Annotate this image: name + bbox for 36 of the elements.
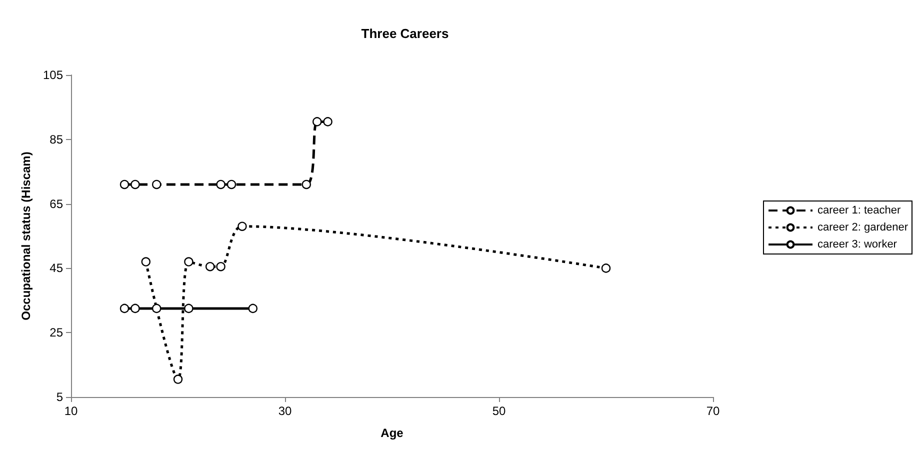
chart-title: Three Careers xyxy=(361,26,449,41)
point xyxy=(130,304,140,314)
y-tick-label: 5 xyxy=(56,390,64,404)
y-tick-label: 105 xyxy=(42,68,64,82)
point xyxy=(130,180,140,190)
point xyxy=(238,222,247,231)
point xyxy=(216,180,226,190)
y-tick-label: 45 xyxy=(50,261,64,276)
point xyxy=(206,262,215,272)
x-axis-title: Age xyxy=(380,426,404,440)
y-tick-label: 85 xyxy=(50,132,64,146)
x-tick-label: 10 xyxy=(64,404,78,418)
point xyxy=(601,264,611,273)
x-tick-label: 30 xyxy=(278,404,292,418)
point xyxy=(152,180,162,190)
x-tick-label: 50 xyxy=(492,404,506,418)
point xyxy=(226,180,236,190)
point xyxy=(302,180,311,190)
legend-label: career 2: gardener xyxy=(818,222,908,234)
point xyxy=(323,117,332,126)
point xyxy=(216,262,226,272)
point xyxy=(173,374,183,384)
legend-label: career 1: teacher xyxy=(818,204,901,216)
x-tick-label: 70 xyxy=(706,404,720,418)
point xyxy=(184,257,194,266)
y-tick-label: 65 xyxy=(50,196,64,211)
point xyxy=(152,304,162,314)
y-tick-label: 25 xyxy=(50,326,64,340)
legend-label: career 3: worker xyxy=(818,238,898,250)
point xyxy=(120,180,130,190)
point xyxy=(248,304,258,314)
point xyxy=(141,257,150,266)
point xyxy=(120,304,130,314)
point xyxy=(312,117,322,126)
point xyxy=(184,304,194,314)
y-axis-title: Occupational status (Hiscam) xyxy=(19,152,34,320)
